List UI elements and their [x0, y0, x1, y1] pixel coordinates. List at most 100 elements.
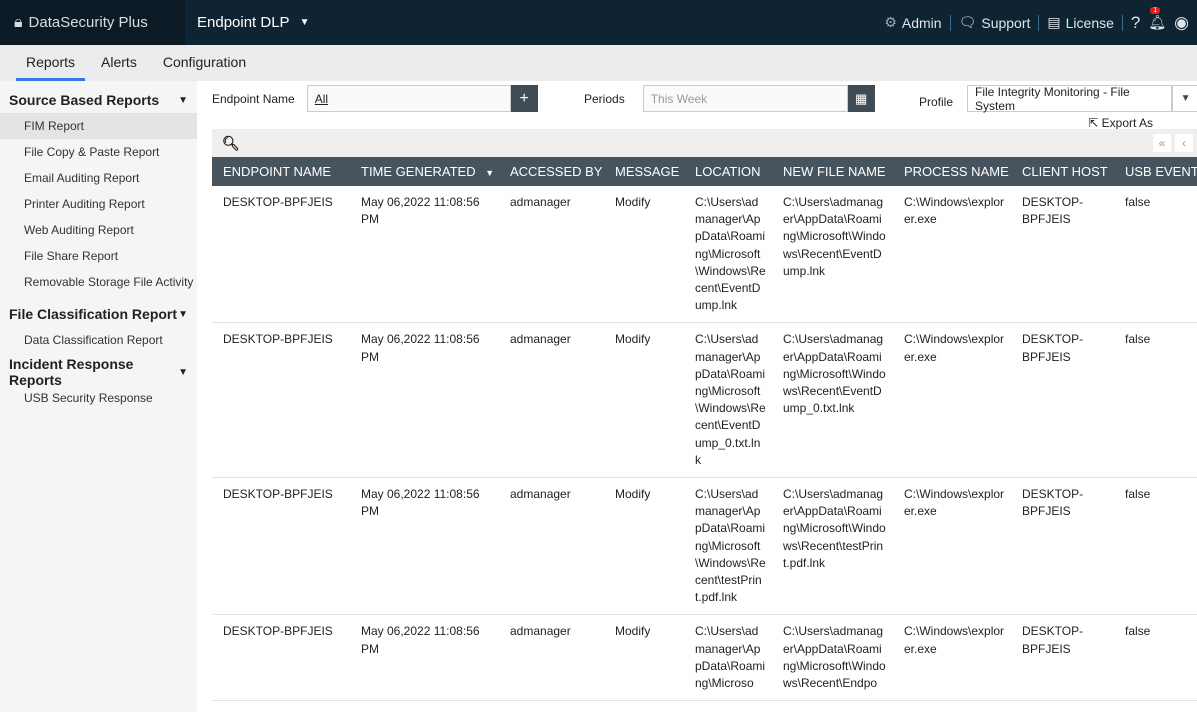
periods-input[interactable]: This Week — [642, 85, 848, 112]
column-label: LOCATION — [695, 164, 761, 179]
profile-select[interactable]: File Integrity Monitoring - File System — [967, 85, 1173, 113]
table-row[interactable]: DESKTOP-BPFJEIS May 06,2022 11:08:56 PM ad… — [212, 614, 1197, 702]
table-cell: May 06,2022 11:08:56 PM — [350, 186, 499, 324]
table-cell: Modify — [604, 477, 684, 616]
column-label: CLIENT HOST — [1022, 164, 1108, 179]
column-label: TIME GENERATED — [361, 164, 476, 179]
sidebar-group[interactable]: Incident Response Reports ▼ — [0, 356, 197, 388]
table-cell: Modify — [604, 186, 684, 324]
table-cell: false — [1114, 477, 1197, 616]
endpoint-label: Endpoint Name — [212, 91, 295, 106]
support-link[interactable]: 🗨︎ Support — [959, 14, 1031, 31]
license-icon: ▤ — [1047, 14, 1061, 30]
brand[interactable]: 🔒︎ DataSecurity Plus — [0, 0, 185, 45]
report-area: Endpoint Name All + Periods This Week ▦ … — [212, 81, 1197, 712]
column-label: ENDPOINT NAME — [223, 164, 332, 179]
tab-configuration[interactable]: Configuration — [162, 54, 247, 70]
sidebar-group[interactable]: File Classification Report ▼ — [0, 301, 197, 327]
chat-icon: 🗨︎ — [958, 14, 977, 30]
divider — [1038, 14, 1040, 31]
sidebar-item[interactable]: Printer Auditing Report — [24, 197, 145, 211]
column-header[interactable]: PROCESS NAME — [893, 157, 1011, 186]
table-cell: admanager — [499, 186, 604, 324]
sidebar-group[interactable]: Source Based Reports ▼ — [0, 87, 197, 113]
sidebar-group-title: Incident Response Reports — [9, 356, 134, 388]
notifications-button[interactable]: 🔔︎ 1 — [1148, 7, 1167, 31]
table-cell: false — [1114, 186, 1197, 324]
column-header[interactable]: ENDPOINT NAME — [212, 157, 350, 186]
sidebar-item[interactable]: File Copy & Paste Report — [24, 145, 160, 159]
report-table: ENDPOINT NAME TIME GENERATED ▼ ACCESSED BY… — [212, 157, 1197, 702]
search-icon[interactable]: 🔍︎ — [222, 134, 240, 151]
column-label: NEW FILE NAME — [783, 164, 886, 179]
table-cell: C:\Users\admanager\AppData\Roaming\Micro… — [684, 477, 772, 616]
caret-down-icon: ▼ — [299, 17, 310, 28]
table-row[interactable]: DESKTOP-BPFJEIS May 06,2022 11:08:56 PM ad… — [212, 477, 1197, 616]
caret-down-icon: ▼ — [178, 308, 188, 320]
help-icon[interactable]: ? — [1130, 12, 1141, 32]
periods-filter: Periods This Week ▦ — [584, 85, 875, 112]
table-toolbar: 🔍︎ «‹ — [212, 129, 1197, 157]
profile-dropdown-button[interactable]: ▼ — [1172, 85, 1197, 112]
sidebar: Source Based Reports ▼ FIM Report File Copy… — [0, 81, 197, 712]
calendar-icon: ▦ — [855, 90, 868, 106]
endpoint-filter: Endpoint Name All + — [212, 85, 538, 112]
table-cell: admanager — [499, 322, 604, 479]
table-cell: DESKTOP-BPFJEIS — [212, 614, 350, 702]
product-switcher[interactable]: Endpoint DLP ▼ — [185, 14, 309, 31]
main-tabs: Reports Alerts Configuration — [0, 45, 1197, 81]
table-row[interactable]: DESKTOP-BPFJEIS May 06,2022 11:08:56 PM ad… — [212, 186, 1197, 324]
sidebar-item[interactable]: Data Classification Report — [24, 333, 163, 347]
admin-label: Admin — [901, 14, 942, 31]
table-cell: Modify — [604, 614, 684, 702]
sidebar-group-title: Source Based Reports — [9, 92, 160, 108]
sidebar-item[interactable]: Web Auditing Report — [24, 223, 134, 237]
table-cell: C:\Windows\explorer.exe — [893, 186, 1011, 324]
bell-icon: 🔔︎ — [1148, 14, 1167, 30]
sidebar-item[interactable]: Email Auditing Report — [24, 171, 140, 185]
table-cell: C:\Users\admanager\AppData\Roaming\Micro… — [684, 186, 772, 324]
caret-down-icon: ▼ — [178, 366, 188, 378]
sort-desc-icon: ▼ — [485, 168, 495, 178]
table-cell: C:\Windows\explorer.exe — [893, 477, 1011, 616]
table-cell: C:\Users\admanager\AppData\Roaming\Micro… — [684, 322, 772, 479]
notification-badge: 1 — [1150, 7, 1161, 14]
sidebar-item[interactable]: USB Security Response — [24, 391, 153, 405]
user-avatar-icon[interactable]: ◉ — [1174, 12, 1189, 32]
table-row[interactable]: DESKTOP-BPFJEIS May 06,2022 11:08:56 PM ad… — [212, 322, 1197, 479]
divider — [1121, 14, 1123, 31]
column-header[interactable]: MESSAGE — [604, 157, 684, 186]
tab-alerts[interactable]: Alerts — [101, 54, 137, 70]
caret-down-icon: ▼ — [178, 94, 188, 106]
periods-label: Periods — [584, 91, 625, 106]
table-cell: false — [1114, 322, 1197, 479]
table-cell: DESKTOP-BPFJEIS — [1011, 322, 1114, 479]
column-header[interactable]: NEW FILE NAME — [772, 157, 893, 186]
export-icon: ⇱ — [1088, 116, 1102, 130]
license-label: License — [1065, 14, 1114, 31]
table-cell: admanager — [499, 477, 604, 616]
first-page-button[interactable]: « — [1153, 134, 1171, 152]
table-cell: May 06,2022 11:08:56 PM — [350, 477, 499, 616]
sidebar-item[interactable]: File Share Report — [24, 249, 119, 263]
column-header[interactable]: USB EVENT — [1114, 157, 1197, 186]
table-cell: C:\Users\admanager\AppData\Roaming\Micro… — [684, 614, 772, 702]
export-button[interactable]: ⇱ Export As — [1088, 116, 1153, 130]
add-endpoint-button[interactable]: + — [510, 85, 538, 112]
column-header[interactable]: ACCESSED BY — [499, 157, 604, 186]
table-cell: C:\Users\admanager\AppData\Roaming\Micro… — [772, 186, 893, 324]
sidebar-item[interactable]: FIM Report — [0, 113, 197, 139]
sidebar-item[interactable]: Removable Storage File Activity — [24, 275, 194, 289]
table-cell: C:\Windows\explorer.exe — [893, 614, 1011, 702]
product-name: Endpoint DLP — [197, 14, 290, 31]
column-header[interactable]: TIME GENERATED ▼ — [350, 157, 499, 186]
prev-page-button[interactable]: ‹ — [1175, 134, 1193, 152]
top-bar: 🔒︎ DataSecurity Plus Endpoint DLP ▼ ⚙ Adm… — [0, 0, 1197, 45]
column-header[interactable]: LOCATION — [684, 157, 772, 186]
column-header[interactable]: CLIENT HOST — [1011, 157, 1114, 186]
license-link[interactable]: ▤ License — [1047, 14, 1114, 31]
tab-reports[interactable]: Reports — [16, 54, 86, 81]
admin-link[interactable]: ⚙ Admin — [884, 14, 941, 31]
calendar-button[interactable]: ▦ — [847, 85, 875, 112]
endpoint-input[interactable]: All — [306, 85, 511, 112]
